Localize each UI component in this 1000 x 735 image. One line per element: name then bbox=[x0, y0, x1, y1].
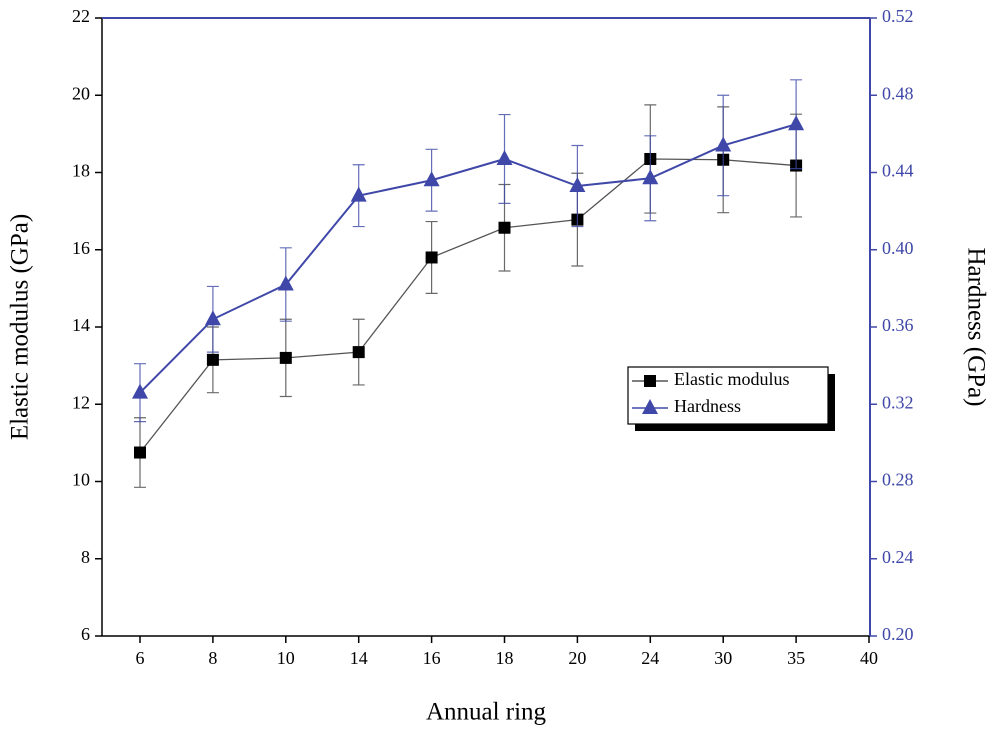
x-tick-label: 24 bbox=[641, 648, 659, 668]
series-line bbox=[139, 158, 797, 453]
y2-tick-label: 0.28 bbox=[882, 470, 914, 490]
marker bbox=[425, 251, 438, 264]
x-tick-label: 35 bbox=[787, 648, 805, 668]
x-axis-title: Annual ring bbox=[426, 699, 547, 726]
y-tick-label: 6 bbox=[81, 624, 90, 644]
marker bbox=[715, 136, 732, 152]
y-tick-label: 22 bbox=[72, 6, 90, 26]
marker bbox=[498, 221, 511, 234]
y2-tick-label: 0.32 bbox=[882, 392, 914, 412]
y2-tick-label: 0.36 bbox=[882, 315, 914, 335]
y2-tick-label: 0.20 bbox=[882, 624, 914, 644]
y-tick-label: 10 bbox=[72, 470, 90, 490]
marker bbox=[644, 375, 656, 387]
x-tick-label: 18 bbox=[496, 648, 514, 668]
legend-label: Elastic modulus bbox=[674, 369, 790, 389]
y-axis-title: Elastic modulus (GPa) bbox=[7, 214, 34, 440]
marker bbox=[279, 351, 292, 364]
marker bbox=[569, 177, 586, 193]
marker bbox=[132, 383, 148, 399]
y-tick-label: 16 bbox=[72, 238, 90, 258]
y-tick-label: 12 bbox=[72, 392, 90, 412]
y2-tick-label: 0.44 bbox=[882, 161, 914, 181]
y2-axis-title: Hardness (GPa) bbox=[962, 248, 989, 407]
y2-tick-label: 0.52 bbox=[882, 6, 914, 26]
y2-tick-label: 0.40 bbox=[882, 238, 914, 258]
marker bbox=[642, 399, 658, 414]
y-tick-label: 20 bbox=[72, 83, 90, 103]
x-tick-label: 30 bbox=[714, 648, 732, 668]
x-tick-label: 8 bbox=[208, 648, 217, 668]
marker bbox=[206, 353, 219, 366]
y2-tick-label: 0.48 bbox=[882, 83, 914, 103]
x-tick-label: 10 bbox=[277, 648, 295, 668]
legend-label: Hardness bbox=[674, 396, 741, 416]
y-tick-label: 8 bbox=[81, 547, 90, 567]
series-line bbox=[139, 123, 797, 394]
marker bbox=[423, 171, 440, 187]
marker bbox=[350, 186, 367, 202]
marker bbox=[204, 310, 221, 326]
legend bbox=[627, 366, 829, 425]
x-tick-label: 6 bbox=[136, 648, 145, 668]
y-tick-label: 18 bbox=[72, 161, 90, 181]
marker bbox=[642, 169, 659, 185]
x-tick-label: 20 bbox=[568, 648, 586, 668]
marker bbox=[134, 446, 146, 459]
x-tick-label: 40 bbox=[860, 648, 878, 668]
x-tick-label: 14 bbox=[350, 648, 368, 668]
marker bbox=[496, 149, 513, 165]
y2-tick-label: 0.24 bbox=[882, 547, 914, 567]
marker bbox=[352, 346, 365, 359]
marker bbox=[788, 115, 805, 131]
y-tick-label: 14 bbox=[72, 315, 90, 335]
marker bbox=[277, 275, 294, 291]
x-tick-label: 16 bbox=[423, 648, 441, 668]
